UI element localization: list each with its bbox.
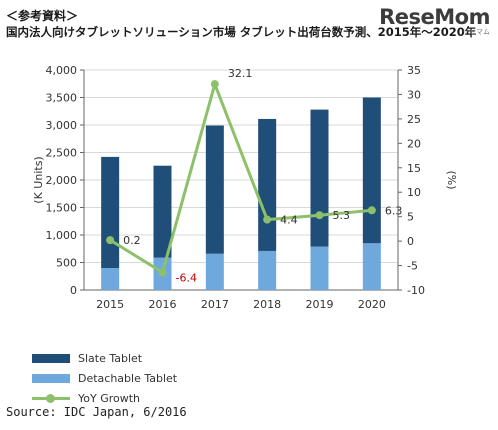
x-tick-label: 2020 <box>358 298 386 311</box>
legend-label-yoy: YoY Growth <box>78 391 141 405</box>
x-tick-label: 2015 <box>96 298 124 311</box>
point-yoy-growth <box>106 236 115 245</box>
y2-tick-label: 0 <box>407 235 414 248</box>
bar-slate <box>362 97 381 244</box>
data-label-yoy: 32.1 <box>228 67 253 80</box>
y-tick-label: 500 <box>56 257 77 270</box>
chart-title: 国内法人向けタブレットソリューション市場 タブレット出荷台数予測、2015年～2… <box>6 25 477 39</box>
y2-tick-label: 30 <box>407 88 421 101</box>
legend-swatch-yoy <box>32 393 70 403</box>
y2-tick-label: -5 <box>407 260 418 273</box>
bar-slate <box>153 165 172 258</box>
chart: 0 500 1,000 1,500 2,000 2,500 3,000 3,500 4,000 -… <box>32 64 458 311</box>
y-axis-title: (K Units) <box>32 156 45 203</box>
y2-tick-label: 10 <box>407 186 421 199</box>
y-tick-label: 2,000 <box>46 174 78 187</box>
bar-slate <box>310 109 329 247</box>
y2-tick-label: 20 <box>407 137 421 150</box>
data-label-yoy: -6.4 <box>176 271 197 284</box>
bar-slate <box>205 125 224 254</box>
legend: Slate Tablet Detachable Tablet YoY Growt… <box>32 348 177 408</box>
y2-tick-label: 35 <box>407 64 421 77</box>
legend-swatch-slate <box>32 353 70 363</box>
y2-tick-label: 15 <box>407 162 421 175</box>
source-note: Source: IDC Japan, 6/2016 <box>6 405 187 419</box>
x-tick-label: 2016 <box>149 298 177 311</box>
bar-detachable <box>101 268 120 290</box>
logo-text: ReseMom <box>379 5 490 29</box>
bar-detachable <box>310 246 329 290</box>
logo-subtext: リセマム <box>462 28 490 36</box>
bar-detachable <box>205 253 224 290</box>
point-yoy-growth <box>315 211 324 220</box>
data-label-yoy: 0.2 <box>123 234 140 247</box>
point-yoy-growth <box>158 268 167 277</box>
y-tick-label: 4,000 <box>46 64 78 77</box>
y2-tick-label: 25 <box>407 113 421 126</box>
x-tick-label: 2019 <box>306 298 334 311</box>
legend-item-slate: Slate Tablet <box>32 348 177 368</box>
legend-label-detachable: Detachable Tablet <box>78 371 178 385</box>
y2-axis-title: (%) <box>445 170 458 189</box>
y-tick-label: 3,500 <box>46 92 78 105</box>
y2-tick-label: 5 <box>407 211 414 224</box>
data-label-yoy: 5.3 <box>333 209 351 222</box>
point-yoy-growth <box>210 80 219 89</box>
x-tick-label: 2018 <box>253 298 281 311</box>
legend-swatch-detachable <box>32 373 70 383</box>
point-yoy-growth <box>367 206 376 215</box>
legend-label-slate: Slate Tablet <box>78 351 143 365</box>
bar-slate <box>258 118 277 251</box>
y-tick-label: 0 <box>70 284 77 297</box>
y-tick-label: 2,500 <box>46 147 78 160</box>
bar-detachable <box>362 243 381 290</box>
logo[interactable]: ReseMom リセマム <box>379 6 490 37</box>
x-tick-label: 2017 <box>201 298 229 311</box>
legend-item-detachable: Detachable Tablet <box>32 368 177 388</box>
legend-item-yoy: YoY Growth <box>32 388 177 408</box>
y-tick-label: 1,000 <box>46 229 78 242</box>
data-label-yoy: 4.4 <box>280 214 298 227</box>
y-tick-label: 1,500 <box>46 202 78 215</box>
note-heading: ＜参考資料＞ <box>6 9 79 23</box>
data-label-yoy: 6.3 <box>385 204 403 217</box>
y2-tick-label: -10 <box>407 284 425 297</box>
y-tick-label: 3,000 <box>46 119 78 132</box>
bar-slate <box>101 156 120 268</box>
bar-detachable <box>258 250 277 290</box>
line-yoy-growth <box>109 79 372 275</box>
point-yoy-growth <box>263 215 272 224</box>
